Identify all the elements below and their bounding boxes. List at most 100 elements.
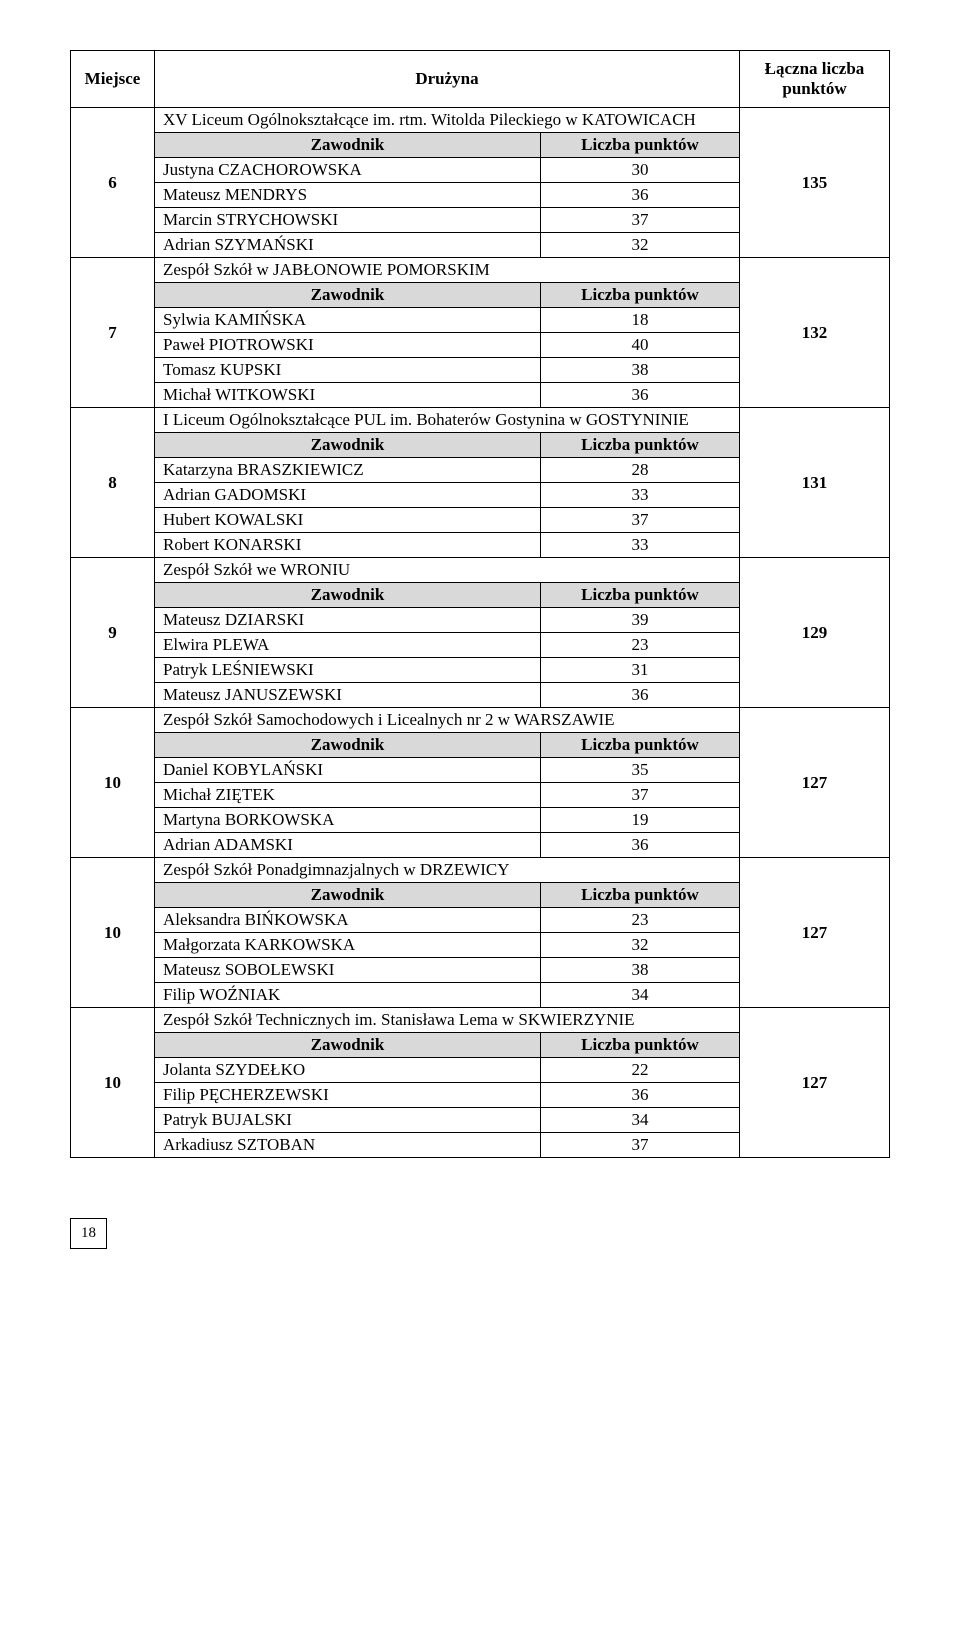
competitor-points: 32 [540, 233, 739, 258]
subheader-competitor: Zawodnik [155, 433, 540, 458]
table-header-row: Miejsce Drużyna Łączna liczba punktów [71, 51, 890, 108]
competitor-name: Patryk BUJALSKI [155, 1108, 540, 1133]
competitor-name: Adrian ADAMSKI [155, 833, 540, 858]
subheader-points: Liczba punktów [540, 883, 739, 908]
competitor-name: Justyna CZACHOROWSKA [155, 158, 540, 183]
competitor-points: 22 [540, 1058, 739, 1083]
team-row: 10Zespół Szkół Ponadgimnazjalnych w DRZE… [71, 858, 890, 1008]
competitor-points: 32 [540, 933, 739, 958]
competitor-points: 37 [540, 508, 739, 533]
subheader-points: Liczba punktów [540, 133, 739, 158]
competitor-name: Tomasz KUPSKI [155, 358, 540, 383]
team-row: 6XV Liceum Ogólnokształcące im. rtm. Wit… [71, 108, 890, 258]
competitor-points: 40 [540, 333, 739, 358]
competitor-name: Paweł PIOTROWSKI [155, 333, 540, 358]
competitor-points: 33 [540, 533, 739, 558]
place-cell: 9 [71, 558, 155, 708]
competitor-name: Mateusz MENDRYS [155, 183, 540, 208]
team-name: Zespół Szkół we WRONIU [155, 558, 739, 583]
total-score: 135 [740, 108, 890, 258]
subheader-competitor: Zawodnik [155, 283, 540, 308]
competitor-name: Marcin STRYCHOWSKI [155, 208, 540, 233]
team-name: I Liceum Ogólnokształcące PUL im. Bohate… [155, 408, 739, 433]
team-name: Zespół Szkół Samochodowych i Licealnych … [155, 708, 739, 733]
competitor-points: 34 [540, 1108, 739, 1133]
competitor-name: Filip WOŹNIAK [155, 983, 540, 1008]
competitor-name: Sylwia KAMIŃSKA [155, 308, 540, 333]
competitor-points: 39 [540, 608, 739, 633]
team-name: XV Liceum Ogólnokształcące im. rtm. Wito… [155, 108, 739, 133]
competitor-points: 36 [540, 1083, 739, 1108]
header-place: Miejsce [71, 51, 155, 108]
competitor-points: 35 [540, 758, 739, 783]
competitor-name: Jolanta SZYDEŁKO [155, 1058, 540, 1083]
team-cell: Zespół Szkół w JABŁONOWIE POMORSKIMZawod… [155, 258, 740, 408]
competitor-name: Hubert KOWALSKI [155, 508, 540, 533]
team-cell: I Liceum Ogólnokształcące PUL im. Bohate… [155, 408, 740, 558]
team-name: Zespół Szkół w JABŁONOWIE POMORSKIM [155, 258, 739, 283]
place-cell: 10 [71, 708, 155, 858]
competitor-points: 23 [540, 908, 739, 933]
competitor-points: 38 [540, 358, 739, 383]
header-total: Łączna liczba punktów [740, 51, 890, 108]
subheader-points: Liczba punktów [540, 283, 739, 308]
competitor-points: 37 [540, 1133, 739, 1158]
team-row: 9Zespół Szkół we WRONIUZawodnikLiczba pu… [71, 558, 890, 708]
place-cell: 10 [71, 1008, 155, 1158]
team-row: 7Zespół Szkół w JABŁONOWIE POMORSKIMZawo… [71, 258, 890, 408]
competitor-name: Mateusz JANUSZEWSKI [155, 683, 540, 708]
team-name: Zespół Szkół Technicznych im. Stanisława… [155, 1008, 739, 1033]
total-score: 127 [740, 1008, 890, 1158]
subheader-competitor: Zawodnik [155, 883, 540, 908]
competitor-points: 37 [540, 208, 739, 233]
competitor-points: 36 [540, 183, 739, 208]
subheader-competitor: Zawodnik [155, 133, 540, 158]
competitor-name: Aleksandra BIŃKOWSKA [155, 908, 540, 933]
page-number: 18 [70, 1218, 107, 1249]
total-score: 131 [740, 408, 890, 558]
competitor-name: Adrian SZYMAŃSKI [155, 233, 540, 258]
header-team: Drużyna [155, 51, 740, 108]
team-name: Zespół Szkół Ponadgimnazjalnych w DRZEWI… [155, 858, 739, 883]
competitor-name: Elwira PLEWA [155, 633, 540, 658]
competitor-points: 36 [540, 683, 739, 708]
total-score: 127 [740, 708, 890, 858]
competitor-name: Adrian GADOMSKI [155, 483, 540, 508]
team-cell: Zespół Szkół Technicznych im. Stanisława… [155, 1008, 740, 1158]
competitor-name: Filip PĘCHERZEWSKI [155, 1083, 540, 1108]
subheader-points: Liczba punktów [540, 1033, 739, 1058]
competitor-points: 33 [540, 483, 739, 508]
subheader-competitor: Zawodnik [155, 733, 540, 758]
competitor-points: 19 [540, 808, 739, 833]
competitor-points: 18 [540, 308, 739, 333]
place-cell: 8 [71, 408, 155, 558]
competitor-points: 36 [540, 833, 739, 858]
competitor-name: Mateusz DZIARSKI [155, 608, 540, 633]
team-row: 8I Liceum Ogólnokształcące PUL im. Bohat… [71, 408, 890, 558]
team-cell: Zespół Szkół we WRONIUZawodnikLiczba pun… [155, 558, 740, 708]
subheader-competitor: Zawodnik [155, 583, 540, 608]
competitor-points: 23 [540, 633, 739, 658]
competitor-name: Martyna BORKOWSKA [155, 808, 540, 833]
competitor-name: Arkadiusz SZTOBAN [155, 1133, 540, 1158]
competitor-points: 38 [540, 958, 739, 983]
competitor-points: 37 [540, 783, 739, 808]
competitor-name: Michał ZIĘTEK [155, 783, 540, 808]
competitor-name: Robert KONARSKI [155, 533, 540, 558]
competitor-name: Patryk LEŚNIEWSKI [155, 658, 540, 683]
total-score: 132 [740, 258, 890, 408]
team-cell: Zespół Szkół Samochodowych i Licealnych … [155, 708, 740, 858]
competitor-name: Michał WITKOWSKI [155, 383, 540, 408]
total-score: 129 [740, 558, 890, 708]
team-cell: Zespół Szkół Ponadgimnazjalnych w DRZEWI… [155, 858, 740, 1008]
competitor-points: 36 [540, 383, 739, 408]
competitor-name: Katarzyna BRASZKIEWICZ [155, 458, 540, 483]
place-cell: 7 [71, 258, 155, 408]
competitor-points: 31 [540, 658, 739, 683]
team-row: 10Zespół Szkół Samochodowych i Licealnyc… [71, 708, 890, 858]
team-row: 10Zespół Szkół Technicznych im. Stanisła… [71, 1008, 890, 1158]
competitor-name: Daniel KOBYLAŃSKI [155, 758, 540, 783]
subheader-points: Liczba punktów [540, 733, 739, 758]
team-cell: XV Liceum Ogólnokształcące im. rtm. Wito… [155, 108, 740, 258]
subheader-points: Liczba punktów [540, 583, 739, 608]
